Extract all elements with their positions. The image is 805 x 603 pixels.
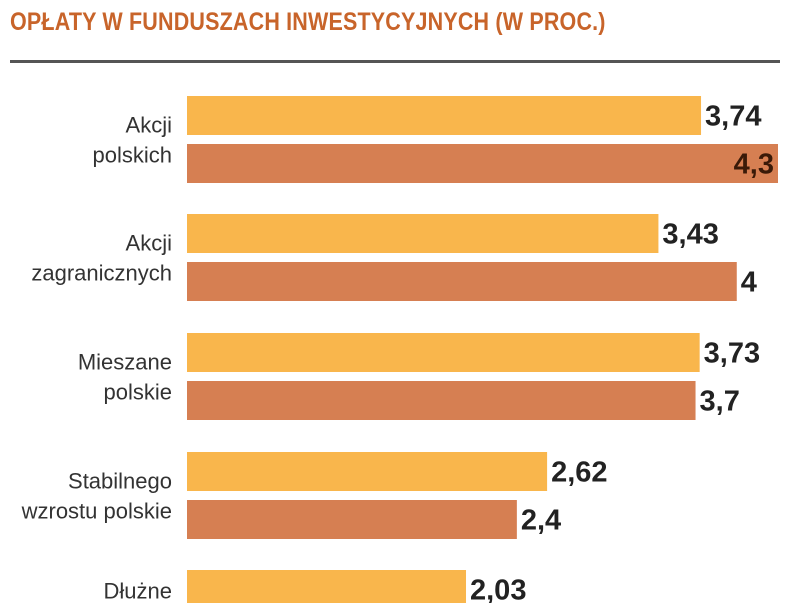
title-divider [10, 60, 780, 63]
bar [187, 570, 467, 603]
bar [187, 452, 548, 491]
bar [187, 262, 737, 301]
bar [187, 500, 517, 539]
data-label: 2,62 [551, 457, 607, 489]
bar [187, 381, 696, 420]
data-label: 2,03 [470, 575, 526, 603]
category-label: Akcji [126, 231, 172, 256]
data-label: 4 [741, 267, 757, 299]
bar [187, 144, 778, 183]
data-label: 2,4 [521, 505, 561, 537]
category-label: polskie [104, 380, 172, 405]
category-label: Dłużne [104, 579, 172, 603]
category-label: Akcji [126, 113, 172, 138]
category-label: wzrostu polskie [21, 499, 172, 524]
category-label: Stabilnego [68, 469, 172, 494]
category-label: Mieszane [78, 350, 172, 375]
data-label: 3,43 [662, 219, 718, 251]
bar [187, 96, 702, 135]
category-label: polskich [93, 143, 172, 168]
data-label: 3,7 [700, 386, 740, 418]
chart-title: OPŁATY W FUNDUSZACH INWESTYCYJNYCH (W PR… [10, 8, 606, 36]
data-label: 3,74 [705, 101, 761, 133]
category-label: zagranicznych [31, 261, 172, 286]
bar [187, 214, 659, 253]
bar [187, 333, 700, 372]
data-label: 3,73 [704, 338, 760, 370]
data-label: 4,3 [734, 149, 774, 181]
